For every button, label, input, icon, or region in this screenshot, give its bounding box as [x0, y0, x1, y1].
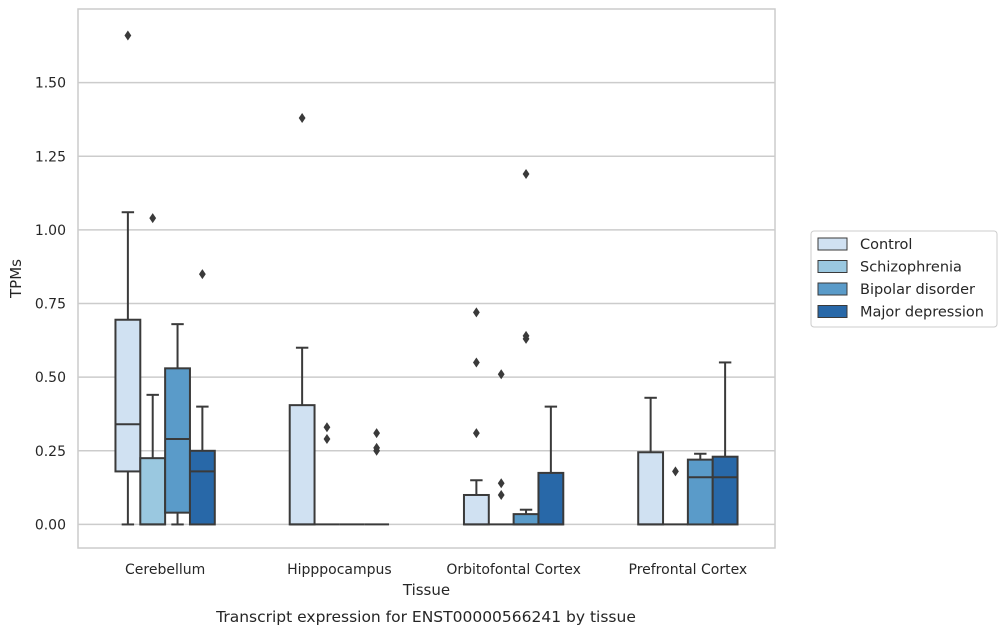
legend-swatch — [817, 260, 848, 273]
box-body — [462, 493, 490, 526]
outlier-point — [323, 422, 331, 433]
legend-frame — [810, 230, 998, 328]
box — [686, 452, 714, 526]
x-tick-label: Prefrontal Cortex — [629, 562, 748, 578]
y-tick-label: 1.00 — [35, 223, 66, 239]
outlier-point — [472, 357, 480, 368]
box-body — [637, 451, 665, 526]
x-axis-title: Tissue — [402, 581, 450, 599]
outlier-point — [497, 478, 505, 489]
y-tick-label: 1.50 — [35, 76, 66, 92]
outlier-point — [472, 428, 480, 439]
box-series — [114, 30, 739, 526]
box — [188, 269, 216, 526]
outlier-point — [672, 466, 679, 477]
x-tick-labels: Cerebellum Hipppocampus Orbitofontal Corte… — [125, 562, 747, 578]
legend-label: Bipolar disorder — [860, 282, 975, 298]
box — [663, 466, 688, 526]
outlier-point — [497, 489, 505, 500]
y-axis-title: TPMs — [7, 259, 25, 299]
y-tick-label: 1.25 — [35, 149, 66, 165]
box — [139, 213, 167, 526]
legend-label: Major depression — [860, 305, 984, 321]
outlier-point — [198, 269, 206, 280]
y-tick-label: 0.50 — [35, 370, 66, 386]
legend-label: Schizophrenia — [860, 260, 962, 276]
box-body — [512, 513, 540, 526]
chart-caption: Transcript expression for ENST0000056624… — [215, 608, 636, 626]
outlier-point — [522, 330, 530, 341]
box — [114, 30, 142, 526]
outlier-point — [522, 168, 530, 179]
box — [488, 369, 514, 526]
outlier-point — [497, 369, 505, 380]
y-tick-label: 0.25 — [35, 444, 66, 460]
box — [164, 323, 191, 526]
box-body — [188, 449, 216, 526]
box-body — [139, 457, 167, 526]
legend-swatch — [817, 237, 848, 251]
outlier-point — [124, 30, 132, 41]
outlier-point — [373, 442, 381, 453]
box-body — [537, 471, 565, 526]
outlier-point — [472, 307, 480, 318]
box — [711, 361, 739, 526]
y-tick-label: 0.00 — [35, 517, 66, 533]
legend-item: Control — [817, 237, 912, 253]
box — [637, 396, 665, 526]
legend-swatch — [817, 282, 848, 296]
plot-frame — [77, 8, 776, 549]
box-body — [288, 404, 316, 526]
y-tick-labels: 0.00 0.25 0.50 0.75 1.00 1.25 1.50 — [35, 76, 66, 534]
legend-label: Control — [860, 237, 912, 253]
legend-item: Schizophrenia — [817, 260, 962, 276]
y-tick-label: 0.75 — [35, 297, 66, 313]
box — [288, 112, 316, 526]
box — [364, 428, 390, 526]
x-tick-label: Hipppocampus — [287, 562, 392, 578]
box — [512, 168, 540, 526]
box — [314, 422, 340, 526]
outlier-point — [323, 434, 331, 445]
x-tick-label: Orbitofontal Cortex — [446, 562, 581, 578]
x-tick-label: Cerebellum — [125, 562, 205, 578]
box — [537, 405, 565, 526]
outlier-point — [298, 112, 306, 123]
legend-item: Bipolar disorder — [817, 282, 975, 298]
box-body — [711, 455, 739, 526]
box — [462, 307, 490, 526]
legend: Control Schizophrenia Bipolar disorder Majo… — [810, 230, 998, 328]
outlier-point — [373, 428, 381, 439]
outlier-point — [149, 213, 157, 224]
box-body — [164, 367, 191, 514]
box-body — [686, 458, 714, 526]
box-body — [114, 318, 142, 473]
legend-item: Major depression — [817, 305, 984, 321]
legend-swatch — [817, 305, 848, 318]
